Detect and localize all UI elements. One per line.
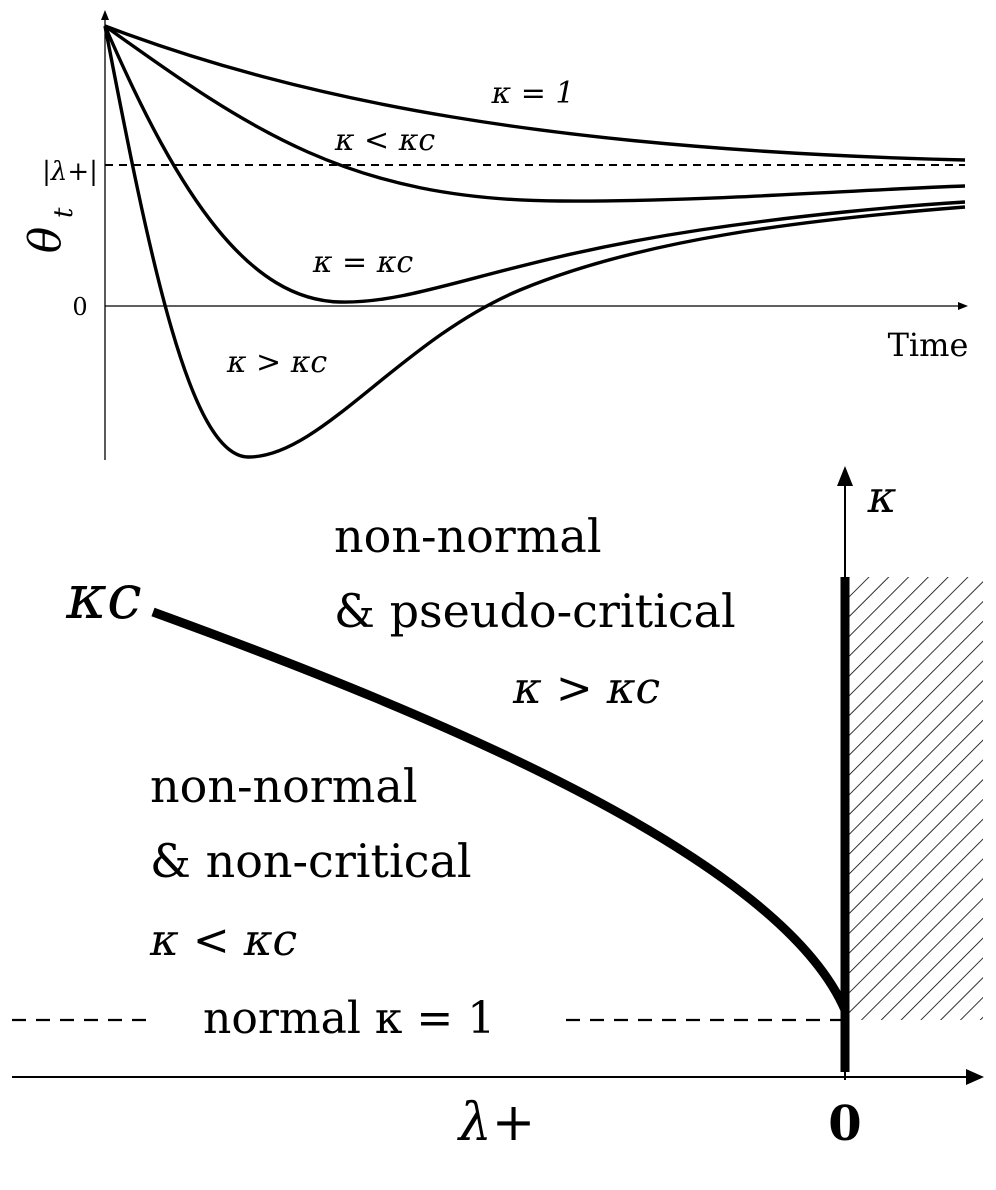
label-kappa-greater: κ > κc xyxy=(226,345,328,380)
top-plot: 0 |λ+| θ t Time κ = 1 κ < κc κ = κc κ > … xyxy=(20,10,968,460)
kappa-c-label: κc xyxy=(65,560,141,633)
region-noncritical-line3: κ < κc xyxy=(149,915,297,966)
lambda-axis-label: λ+ xyxy=(457,1093,536,1153)
hatched-region xyxy=(845,577,983,1020)
top-y-label-theta: θ xyxy=(20,227,71,254)
top-x-axis-arrow xyxy=(958,302,968,310)
region-pseudo-line2: & pseudo-critical xyxy=(334,584,736,638)
region-noncritical-line1: non-normal xyxy=(150,759,418,813)
lambda-axis-arrow xyxy=(966,1069,984,1085)
top-tick-lambda: |λ+| xyxy=(42,157,98,187)
curve-kappa-equal xyxy=(103,25,966,304)
top-x-label: Time xyxy=(888,326,969,364)
kappa-axis-label: κ xyxy=(867,472,897,523)
top-y-axis-arrow xyxy=(101,10,109,20)
label-kappa-less: κ < κc xyxy=(334,123,436,158)
region-noncritical-line2: & non-critical xyxy=(150,834,472,888)
kappa-axis-arrow xyxy=(837,466,853,486)
kappa-c-curve xyxy=(151,607,850,1012)
top-y-label-sub: t xyxy=(49,207,79,218)
top-tick-zero: 0 xyxy=(72,293,87,321)
curve-kappa-1 xyxy=(104,24,966,162)
curve-kappa-greater xyxy=(103,25,966,459)
region-pseudo-line3: κ > κc xyxy=(512,663,660,714)
region-pseudo-line1: non-normal xyxy=(334,509,602,563)
normal-label: normal κ = 1 xyxy=(203,993,495,1044)
top-y-label: θ t xyxy=(20,207,79,253)
label-kappa-equal: κ = κc xyxy=(312,245,414,280)
zero-tick-label: 0 xyxy=(828,1096,861,1152)
bottom-diagram: κ κc λ+ 0 non-normal & pseudo-critical κ… xyxy=(12,466,984,1153)
label-kappa-1: κ = 1 xyxy=(491,76,575,111)
curve-kappa-less xyxy=(104,24,966,203)
